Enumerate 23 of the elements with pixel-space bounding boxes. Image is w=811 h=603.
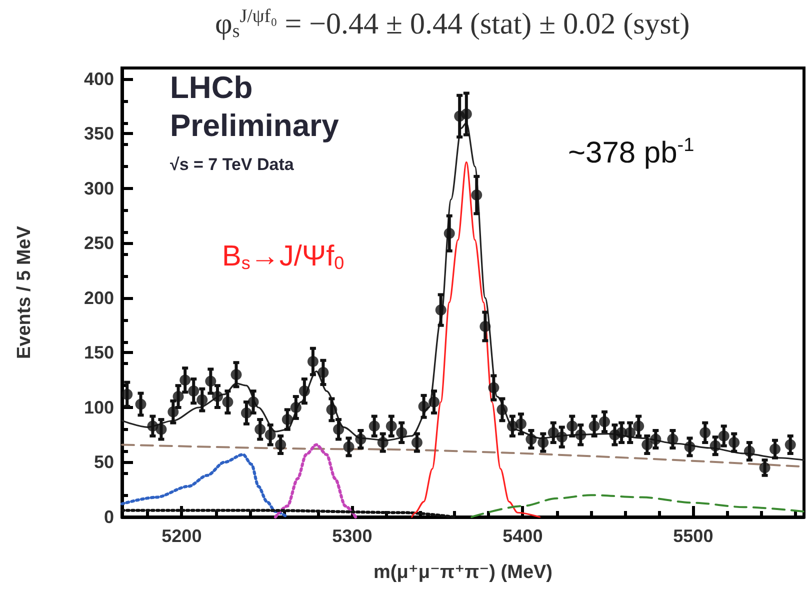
annotation: LHCb: [170, 70, 253, 105]
x-tick-label: 5200: [162, 526, 202, 546]
y-tick-label: 100: [84, 397, 114, 418]
line-series: [120, 453, 289, 518]
line-series: [470, 494, 805, 518]
x-tick-label: 5400: [502, 526, 543, 546]
y-tick-label: 0: [104, 507, 114, 527]
y-tick-label: 50: [94, 452, 114, 472]
y-axis-title: Events / 5 MeV: [14, 226, 35, 360]
x-axis-title: m(μ⁺μ⁻π⁺π⁻) (MeV): [373, 562, 553, 583]
annotation: Preliminary: [170, 108, 340, 143]
annotation: √s = 7 TeV Data: [170, 155, 294, 174]
y-tick-label: 350: [84, 124, 114, 144]
y-tick-label: 200: [84, 288, 114, 308]
line-series: [274, 443, 358, 518]
y-tick-label: 250: [84, 233, 114, 254]
x-tick-label: 5500: [673, 526, 714, 546]
line-series: [411, 161, 541, 518]
x-tick-label: 5300: [332, 526, 372, 546]
annotation: Bs→J/Ψf0: [222, 240, 344, 273]
y-tick-label: 150: [84, 342, 114, 363]
y-tick-label: 300: [84, 178, 114, 198]
y-tick-label: 400: [84, 68, 114, 89]
